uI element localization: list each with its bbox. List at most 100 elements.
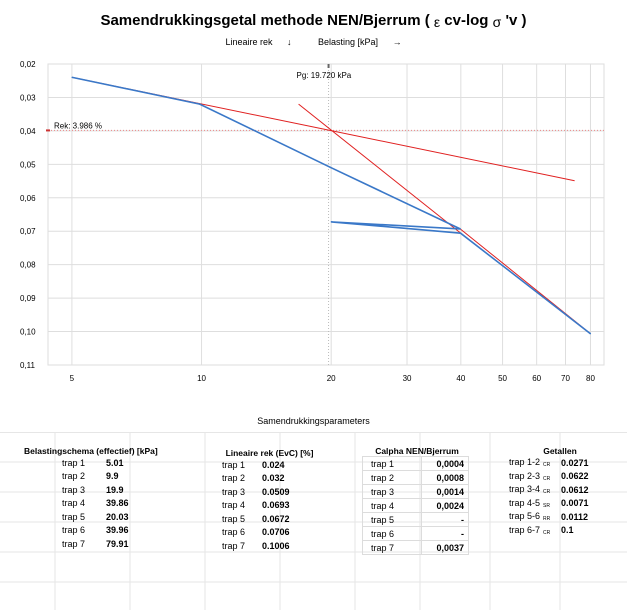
row-label-text: trap 3	[222, 486, 246, 497]
row-label: trap 3	[24, 483, 106, 497]
rek-header: Lineaire rek (EvC) [%]	[225, 448, 314, 458]
construction-line	[298, 103, 462, 234]
row-value: 0,0024	[421, 498, 469, 513]
y-tick-label: 0,05	[20, 160, 36, 169]
row-label-text: trap 6	[371, 528, 395, 539]
table-row: trap 2-3 CR 0.0622	[505, 470, 589, 484]
row-label-text: trap 1	[222, 459, 246, 470]
table-row: trap 4 0,0024	[362, 498, 469, 513]
row-label: trap 6	[24, 524, 106, 538]
row-sub-label: CR	[543, 462, 551, 469]
row-value: 0.0622	[561, 471, 589, 482]
title-sigma: σ	[492, 14, 502, 30]
data-point	[198, 103, 201, 105]
calpha-panel: Calpha NEN/Bjerrum trap 1 0,0004 trap 2 0,0…	[362, 446, 472, 555]
table-row: trap 5 -	[362, 512, 469, 527]
row-label-text: trap 6-7	[509, 524, 541, 535]
title-end: 'v )	[505, 12, 527, 29]
legend-belasting-label: Belasting [kPa]	[318, 37, 379, 47]
row-value: 9.9	[106, 471, 119, 482]
arrow-right-icon: →	[392, 37, 402, 47]
row-value: 79.91	[106, 538, 129, 549]
row-value: 0.0071	[561, 498, 589, 509]
y-tick-label: 0,04	[20, 127, 36, 136]
row-label: trap 3	[212, 485, 262, 499]
row-label: trap 2	[212, 472, 262, 486]
row-sub-label: CR	[543, 489, 551, 496]
row-value: 39.96	[106, 525, 129, 536]
row-value: 0.0672	[262, 513, 290, 524]
row-label: trap 2	[24, 470, 106, 484]
table-row: trap 2 0.032	[212, 472, 290, 486]
belasting-table: trap 1 5.01 trap 2 9.9 trap 3 19.9 trap 4 39.86…	[24, 456, 129, 551]
belasting-panel: Belastingschema (effectief) [kPa] trap 1…	[24, 446, 184, 551]
table-row: trap 1 0,0004	[362, 456, 469, 471]
table-row: trap 3 0,0014	[362, 484, 469, 499]
row-label-text: trap 4	[371, 500, 395, 511]
row-label-text: trap 2	[222, 473, 246, 484]
row-value: 0.1	[561, 525, 574, 536]
row-label-text: trap 3	[371, 486, 395, 497]
x-tick-label: 30	[403, 374, 412, 383]
title-main: Samendrukkingsgetal methode NEN/Bjerrum …	[100, 12, 430, 29]
x-tick-label: 50	[498, 374, 507, 383]
getallen-panel: Getallen trap 1-2 CR 0.0271 trap 2-3 CR 0.062…	[505, 446, 615, 537]
row-label-text: trap 6	[62, 525, 86, 536]
table-row: trap 6 39.96	[24, 524, 129, 538]
legend-belasting: Belasting [kPa] →	[312, 37, 408, 47]
row-label: trap 5	[24, 510, 106, 524]
row-label-text: trap 1-2	[509, 457, 541, 468]
rek-panel: Lineaire rek (EvC) [%] trap 1 0.024 trap 2…	[212, 448, 327, 553]
table-row: trap 5 0.0672	[212, 512, 290, 526]
row-label: trap 6	[362, 526, 422, 541]
data-point	[330, 221, 333, 223]
row-label-text: trap 5-6	[509, 511, 541, 522]
plot-frame	[47, 63, 605, 366]
getallen-table: trap 1-2 CR 0.0271 trap 2-3 CR 0.0622 trap 3-4…	[505, 456, 589, 537]
table-row: trap 7 79.91	[24, 537, 129, 551]
row-value: 39.86	[106, 498, 129, 509]
table-row: trap 1 5.01	[24, 456, 129, 470]
row-label: trap 5	[362, 512, 422, 527]
y-tick-label: 0,11	[20, 361, 36, 370]
row-label-text: trap 5	[222, 513, 246, 524]
row-value: 0.024	[262, 459, 285, 470]
table-row: trap 3 0.0509	[212, 485, 290, 499]
row-label: trap 7	[362, 540, 422, 555]
table-row: trap 1-2 CR 0.0271	[505, 456, 589, 470]
row-label: trap 2-3 CR	[505, 470, 557, 484]
row-label: trap 1	[362, 456, 422, 471]
x-tick-label: 70	[561, 374, 570, 383]
table-row: trap 4 0.0693	[212, 499, 290, 513]
table-row: trap 2 0,0008	[362, 470, 469, 485]
title-epsilon: ε	[433, 14, 441, 30]
y-tick-label: 0,06	[20, 194, 36, 203]
row-value: 0.0693	[262, 500, 290, 511]
row-label: trap 2	[362, 470, 422, 485]
legend-rek-label: Lineaire rek	[225, 37, 273, 47]
row-label-text: trap 5	[371, 514, 395, 525]
arrow-down-icon: ↓	[286, 37, 292, 47]
row-label: trap 3-4 CR	[505, 483, 557, 497]
table-row: trap 3-4 CR 0.0612	[505, 483, 589, 497]
title-mid: cv-log	[444, 12, 493, 29]
row-label: trap 1	[24, 456, 106, 470]
row-value: 0.0271	[561, 457, 589, 468]
pg-annotation: Pg: 19.720 kPa	[297, 71, 352, 80]
row-label-text: trap 1	[371, 458, 395, 469]
calpha-header: Calpha NEN/Bjerrum	[375, 446, 459, 456]
table-row: trap 7 0,0037	[362, 540, 469, 555]
row-label-text: trap 2	[62, 471, 86, 482]
row-label-text: trap 5	[62, 511, 86, 522]
pg-marker-tick	[327, 64, 330, 68]
row-value: 0.0612	[561, 484, 589, 495]
rek-table: trap 1 0.024 trap 2 0.032 trap 3 0.0509 trap 4…	[212, 458, 290, 553]
row-sub-label: RR	[543, 516, 551, 523]
row-value: 19.9	[106, 484, 124, 495]
row-label-text: trap 7	[371, 542, 395, 553]
row-label: trap 7	[24, 537, 106, 551]
table-row: trap 7 0.1006	[212, 539, 290, 553]
row-value: 20.03	[106, 511, 129, 522]
row-value: 0.032	[262, 473, 285, 484]
row-label-text: trap 4	[62, 498, 86, 509]
